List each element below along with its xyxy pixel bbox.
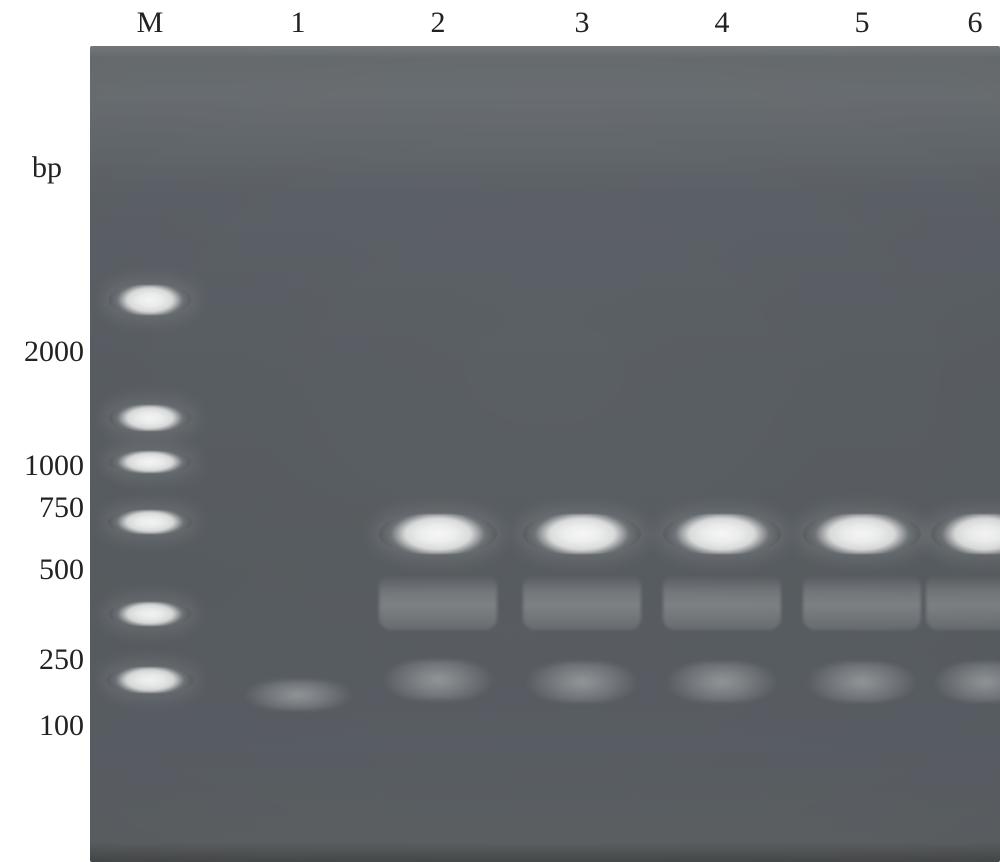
lane-label-4: 4	[715, 6, 730, 40]
marker-band-250	[109, 602, 191, 626]
marker-band-100	[107, 667, 193, 693]
lane-label-5: 5	[855, 6, 870, 40]
axis-unit: bp	[32, 151, 62, 185]
axis-250: 250	[39, 643, 84, 677]
lane2-band-0	[379, 514, 497, 554]
axis-2000: 2000	[24, 335, 84, 369]
marker-band-750	[109, 451, 191, 473]
marker-band-500	[108, 510, 192, 534]
lane4-band-0	[663, 514, 781, 554]
lane3-band-0	[523, 514, 641, 554]
lane4-band-1	[666, 662, 778, 702]
marker-band-2000	[109, 285, 191, 315]
axis-500: 500	[39, 553, 84, 587]
bp-axis: bp 2000 1000 750 500 250 100	[0, 46, 90, 862]
lane-label-1: 1	[291, 6, 306, 40]
gel-edge-top	[90, 46, 1000, 58]
lane4-smear	[663, 575, 781, 630]
lane5-band-0	[803, 514, 921, 554]
axis-1000: 1000	[24, 449, 84, 483]
lane5-smear	[803, 575, 921, 630]
lane-label-6: 6	[968, 6, 983, 40]
gel-edge-bottom	[90, 842, 1000, 862]
lane2-smear	[379, 575, 497, 630]
lane3-smear	[523, 575, 641, 630]
marker-band-1000	[109, 405, 191, 431]
lane6-smear	[926, 575, 1000, 630]
axis-100: 100	[39, 709, 84, 743]
gel-figure: M 1 2 3 4 5 6 bp 2000 1000 750 500 250 1…	[0, 0, 1000, 862]
gel-area	[90, 46, 1000, 862]
lane-label-2: 2	[431, 6, 446, 40]
lane1-band-0	[243, 680, 353, 710]
lane2-band-1	[382, 660, 494, 700]
lane-label-3: 3	[575, 6, 590, 40]
lane5-band-1	[806, 662, 918, 702]
gel-background	[90, 46, 1000, 862]
lane-label-M: M	[137, 6, 164, 40]
lane3-band-1	[526, 662, 638, 702]
axis-750: 750	[39, 491, 84, 525]
lane-header: M 1 2 3 4 5 6	[0, 0, 1000, 46]
